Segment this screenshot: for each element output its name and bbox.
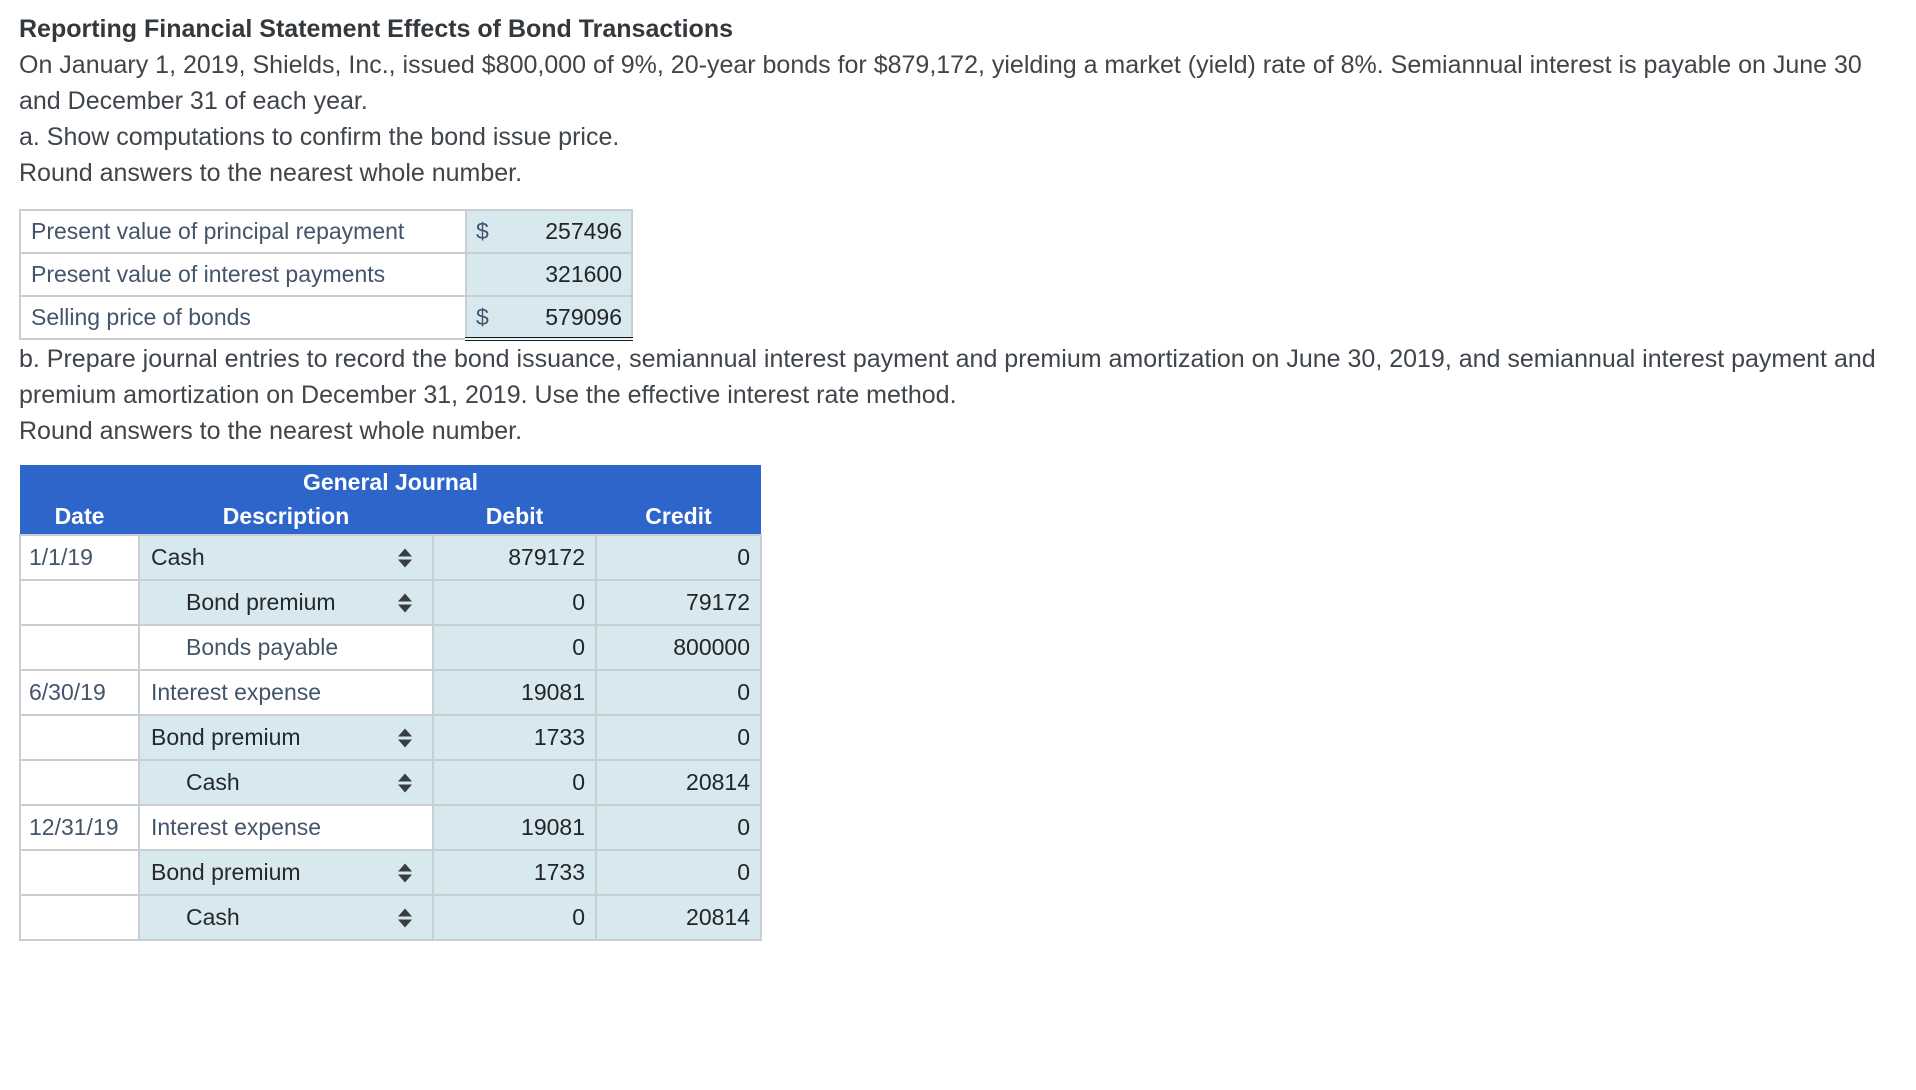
journal-row: Bond premium 1733 0 <box>19 849 762 896</box>
problem-page: Reporting Financial Statement Effects of… <box>19 15 1876 941</box>
select-arrows-icon <box>398 773 412 792</box>
pv-amount: 257496 <box>545 218 622 244</box>
account-name: Bond premium <box>186 589 336 615</box>
journal-col-debit: Debit <box>433 498 596 535</box>
pv-amount-wrap: $ 257496 <box>467 218 631 245</box>
pv-amount-input-cell[interactable]: $ 257496 <box>465 209 633 254</box>
credit-input-cell[interactable]: 20814 <box>595 759 762 806</box>
account-name: Bond premium <box>151 859 301 885</box>
pv-table-row: Selling price of bonds $ 579096 <box>19 295 633 341</box>
round-note-a: Round answers to the nearest whole numbe… <box>19 159 523 187</box>
pv-amount-wrap: $ 579096 <box>467 304 631 331</box>
account-select[interactable]: Bond premium <box>138 714 434 761</box>
journal-header: General Journal Date Description Debit C… <box>20 465 761 535</box>
debit-input-cell[interactable]: 0 <box>432 579 597 626</box>
debit-input-cell[interactable]: 0 <box>432 624 597 671</box>
journal-row: 1/1/19 Cash 879172 0 <box>19 534 762 581</box>
journal-row: 6/30/19 Interest expense 19081 0 <box>19 669 762 716</box>
bond-price-table: Present value of principal repayment $ 2… <box>19 209 633 341</box>
pv-row-label: Selling price of bonds <box>19 295 467 340</box>
select-arrows-icon <box>398 908 412 927</box>
debit-input-cell[interactable]: 1733 <box>432 849 597 896</box>
part-a-heading: a. Show computations to confirm the bond… <box>19 123 620 151</box>
account-label-cell: Interest expense <box>138 804 434 851</box>
pv-amount-input-cell[interactable]: 321600 <box>465 252 633 297</box>
debit-input-cell[interactable]: 19081 <box>432 804 597 851</box>
account-name: Interest expense <box>151 814 322 840</box>
journal-date-cell <box>19 624 140 671</box>
credit-input-cell[interactable]: 20814 <box>595 894 762 941</box>
credit-input-cell[interactable]: 0 <box>595 804 762 851</box>
journal-row: Bonds payable 0 800000 <box>19 624 762 671</box>
pv-table-row: Present value of principal repayment $ 2… <box>19 209 633 254</box>
account-select[interactable]: Cash <box>138 534 434 581</box>
pv-row-label: Present value of interest payments <box>19 252 467 297</box>
journal-col-date: Date <box>20 498 139 535</box>
round-note-b: Round answers to the nearest whole numbe… <box>19 417 523 445</box>
select-arrows-icon <box>398 548 412 567</box>
debit-input-cell[interactable]: 0 <box>432 759 597 806</box>
pv-amount-wrap: 321600 <box>467 261 631 288</box>
pv-amount-input-cell[interactable]: $ 579096 <box>465 295 633 341</box>
intro-paragraph: On January 1, 2019, Shields, Inc., issue… <box>19 51 1862 115</box>
credit-input-cell[interactable]: 0 <box>595 714 762 761</box>
journal-date-cell: 6/30/19 <box>19 669 140 716</box>
dollar-sign: $ <box>476 218 489 244</box>
account-select[interactable]: Bond premium <box>138 849 434 896</box>
pv-row-label: Present value of principal repayment <box>19 209 467 254</box>
journal-title: General Journal <box>20 465 761 498</box>
account-select[interactable]: Cash <box>138 894 434 941</box>
credit-input-cell[interactable]: 79172 <box>595 579 762 626</box>
part-b-heading: b. Prepare journal entries to record the… <box>19 345 1876 409</box>
account-name: Cash <box>151 544 205 570</box>
credit-input-cell[interactable]: 0 <box>595 849 762 896</box>
pv-table-row: Present value of interest payments 32160… <box>19 252 633 297</box>
account-name: Bonds payable <box>186 634 339 660</box>
account-label-cell: Interest expense <box>138 669 434 716</box>
journal-row: Cash 0 20814 <box>19 894 762 941</box>
select-arrows-icon <box>398 863 412 882</box>
journal-date-cell: 12/31/19 <box>19 804 140 851</box>
account-select[interactable]: Cash <box>138 759 434 806</box>
journal-column-header-row: Date Description Debit Credit <box>20 498 761 535</box>
select-arrows-icon <box>398 728 412 747</box>
account-name: Interest expense <box>151 679 322 705</box>
account-select[interactable]: Bond premium <box>138 579 434 626</box>
select-arrows-icon <box>398 593 412 612</box>
journal-col-credit: Credit <box>596 498 761 535</box>
account-name: Cash <box>186 904 240 930</box>
pv-amount: 579096 <box>545 303 622 330</box>
general-journal-table: General Journal Date Description Debit C… <box>19 465 762 941</box>
journal-row: Cash 0 20814 <box>19 759 762 806</box>
credit-input-cell[interactable]: 800000 <box>595 624 762 671</box>
journal-row: Bond premium 1733 0 <box>19 714 762 761</box>
debit-input-cell[interactable]: 1733 <box>432 714 597 761</box>
journal-date-cell <box>19 714 140 761</box>
credit-input-cell[interactable]: 0 <box>595 669 762 716</box>
journal-date-cell: 1/1/19 <box>19 534 140 581</box>
journal-col-description: Description <box>139 498 433 535</box>
debit-input-cell[interactable]: 19081 <box>432 669 597 716</box>
debit-input-cell[interactable]: 879172 <box>432 534 597 581</box>
journal-date-cell <box>19 579 140 626</box>
journal-date-cell <box>19 894 140 941</box>
pv-amount: 321600 <box>545 261 622 287</box>
journal-row: Bond premium 0 79172 <box>19 579 762 626</box>
journal-date-cell <box>19 759 140 806</box>
account-name: Cash <box>186 769 240 795</box>
dollar-sign: $ <box>476 303 489 330</box>
account-label-cell: Bonds payable <box>138 624 434 671</box>
journal-title-row: General Journal <box>20 465 761 498</box>
journal-row: 12/31/19 Interest expense 19081 0 <box>19 804 762 851</box>
credit-input-cell[interactable]: 0 <box>595 534 762 581</box>
account-name: Bond premium <box>151 724 301 750</box>
debit-input-cell[interactable]: 0 <box>432 894 597 941</box>
journal-date-cell <box>19 849 140 896</box>
page-title: Reporting Financial Statement Effects of… <box>19 15 733 43</box>
